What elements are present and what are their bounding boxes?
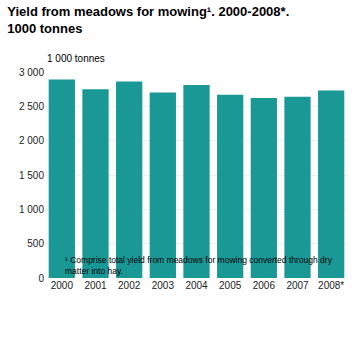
svg-text:2004: 2004 — [185, 280, 208, 291]
svg-text:3 000: 3 000 — [19, 67, 44, 78]
svg-text:2002: 2002 — [118, 280, 141, 291]
svg-text:2 500: 2 500 — [19, 101, 44, 112]
svg-text:2003: 2003 — [152, 280, 175, 291]
svg-text:0: 0 — [38, 273, 44, 284]
svg-text:2 000: 2 000 — [19, 135, 44, 146]
svg-text:2007: 2007 — [286, 280, 309, 291]
svg-text:1 000 tonnes: 1 000 tonnes — [47, 53, 105, 64]
svg-text:500: 500 — [27, 238, 44, 249]
svg-text:2005: 2005 — [219, 280, 242, 291]
svg-text:2001: 2001 — [84, 280, 107, 291]
svg-text:2006: 2006 — [253, 280, 276, 291]
svg-text:¹ Comprise total yield from me: ¹ Comprise total yield from meadows for … — [65, 255, 333, 276]
svg-text:2000: 2000 — [51, 280, 74, 291]
svg-text:1 500: 1 500 — [19, 170, 44, 181]
svg-text:2008*: 2008* — [318, 280, 344, 291]
svg-text:1 000: 1 000 — [19, 204, 44, 215]
svg-text:Yield from meadows for mowing¹: Yield from meadows for mowing¹. 2000-200… — [7, 4, 289, 36]
